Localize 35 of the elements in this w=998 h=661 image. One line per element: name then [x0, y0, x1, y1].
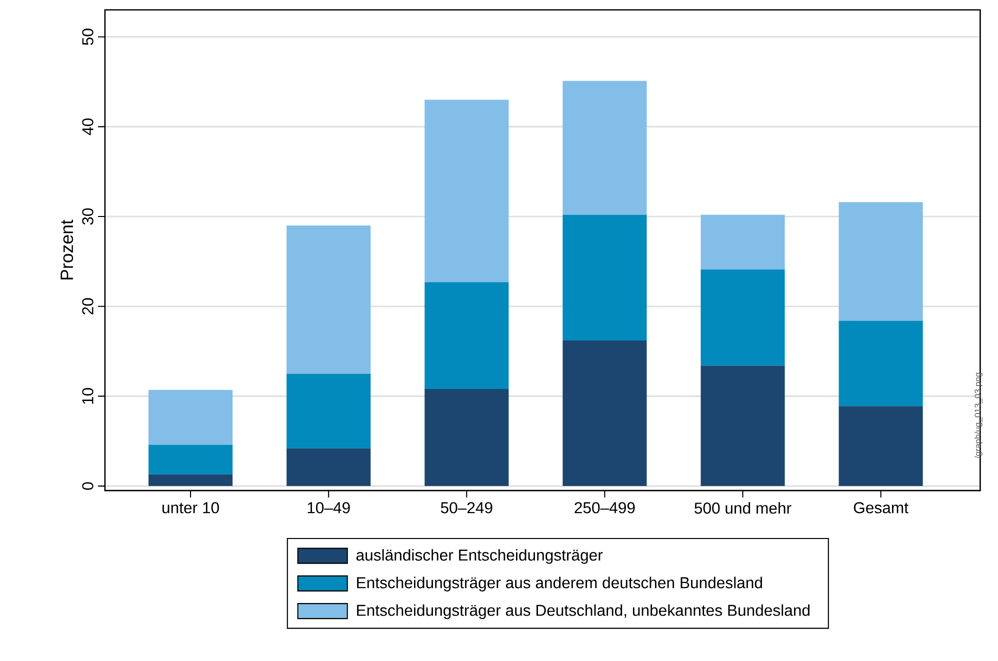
x-tick-label: 250–499 — [574, 502, 635, 514]
y-tick-label: 20 — [82, 298, 94, 315]
bar — [286, 226, 371, 374]
y-tick-label: 0 — [82, 482, 94, 490]
bar — [148, 474, 233, 486]
bar — [148, 444, 233, 475]
x-tick-label: unter 10 — [162, 502, 219, 514]
y-tick-label: 10 — [82, 388, 94, 404]
y-axis-title: Prozent — [60, 220, 74, 280]
legend-label: Entscheidungsträger aus Deutschland, unbekanntes Bundesland — [357, 604, 810, 620]
bar — [838, 320, 923, 406]
bar — [286, 448, 371, 486]
bar — [700, 366, 785, 486]
x-tick-label: 50–249 — [440, 502, 492, 514]
y-tick-label: 50 — [82, 28, 94, 46]
y-tick-label: 30 — [82, 208, 94, 225]
bar — [562, 81, 647, 215]
bar — [424, 282, 509, 390]
y-tick-label: 40 — [82, 118, 94, 136]
bar — [838, 406, 923, 486]
annotation: /graph/ug_013_03.png — [974, 372, 982, 459]
bar — [148, 390, 233, 445]
bar — [700, 270, 785, 366]
legend-label: Entscheidungsträger aus anderem deutschen Bundesland — [357, 576, 762, 592]
bar — [562, 340, 647, 486]
bar — [424, 389, 509, 486]
bar — [838, 202, 923, 321]
x-tick-label: 500 und mehr — [694, 502, 792, 514]
x-tick-label: 10–49 — [308, 502, 350, 514]
bar — [424, 100, 509, 282]
x-tick-label: Gesamt — [854, 502, 908, 514]
bar — [286, 374, 371, 448]
bar — [700, 214, 785, 270]
legend-label: ausländischer Entscheidungsträger — [356, 549, 603, 564]
bar — [562, 214, 647, 341]
